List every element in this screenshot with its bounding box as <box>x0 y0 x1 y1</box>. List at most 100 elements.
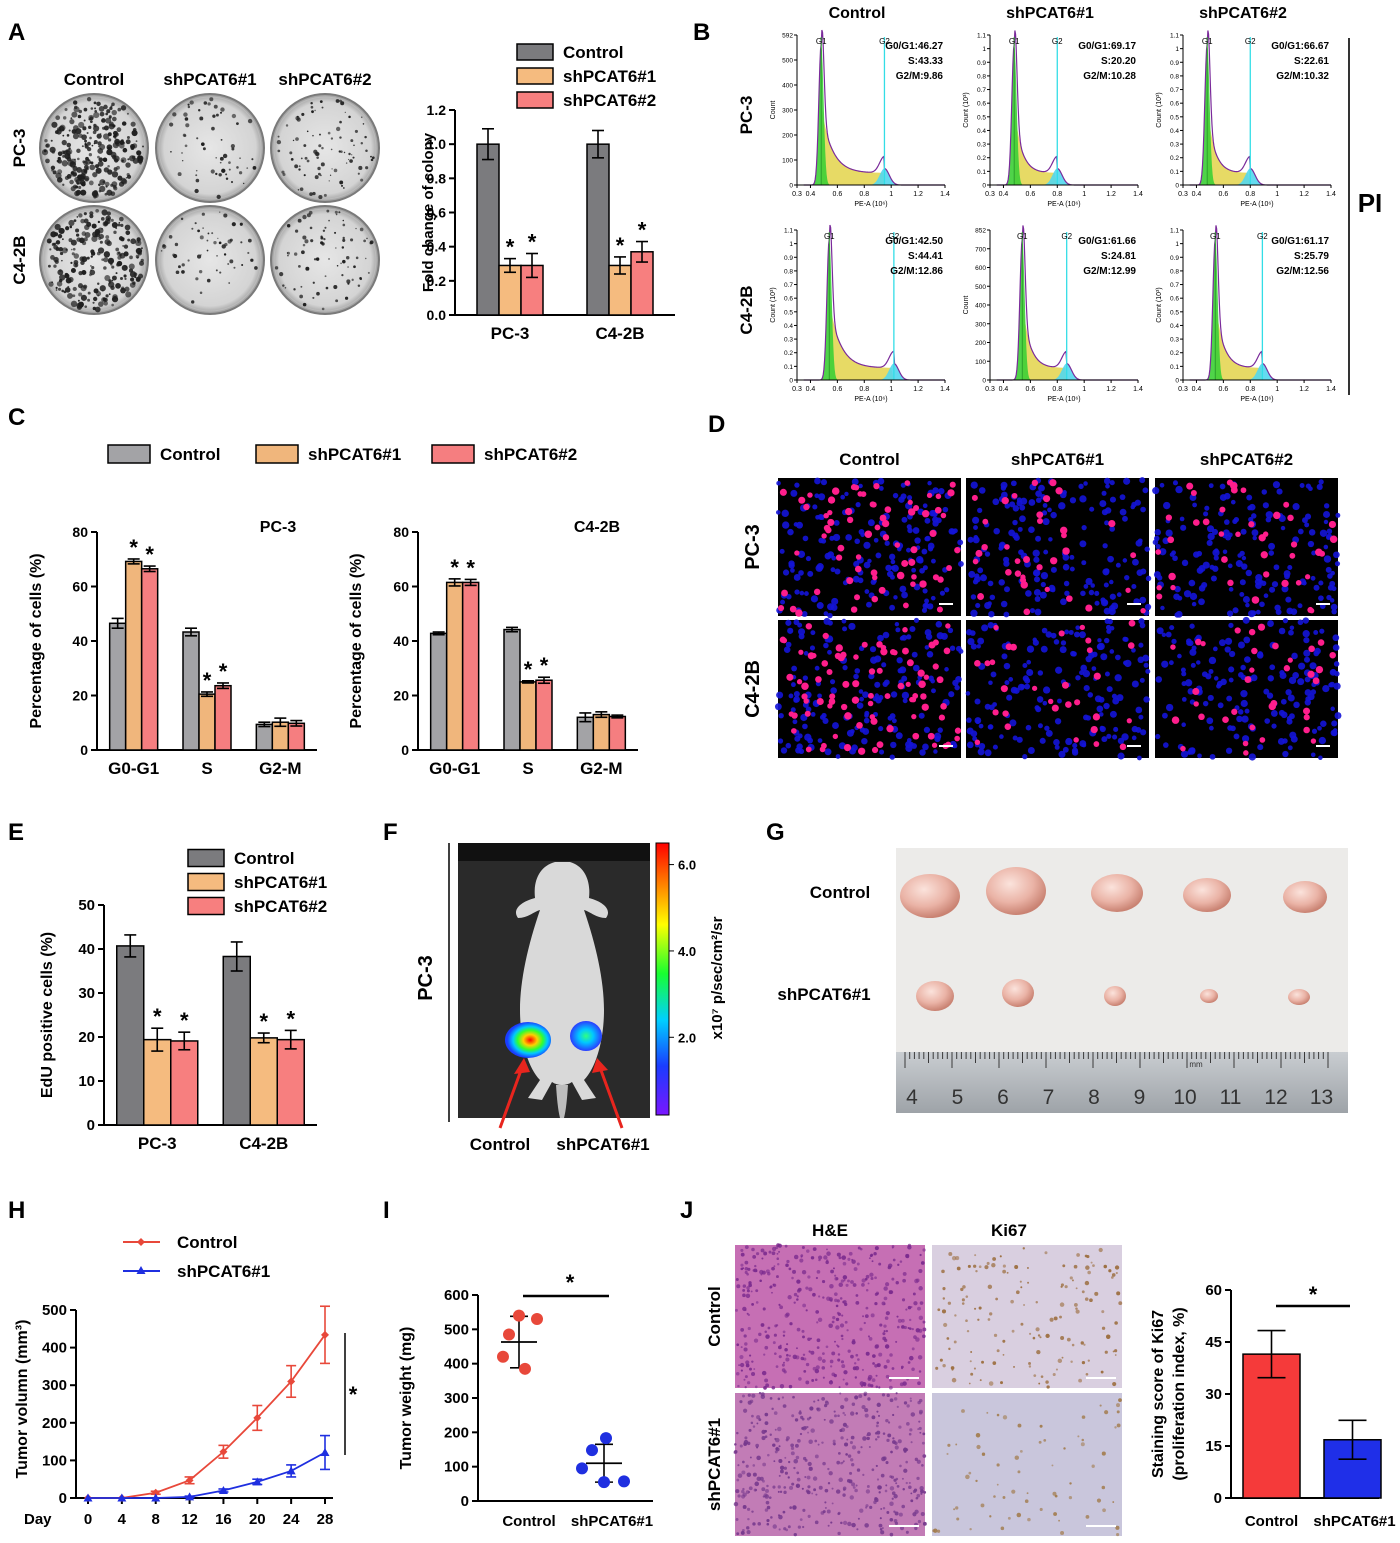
nucleus-blue <box>1022 754 1028 760</box>
nucleus-blue <box>925 535 931 542</box>
nucleus-blue <box>1160 605 1165 611</box>
y-tick-label: 0 <box>461 1493 469 1510</box>
cell-nucleus <box>980 1503 985 1508</box>
flow-y-tick-label: 100 <box>782 158 793 165</box>
nucleus-edu <box>871 595 879 603</box>
flow-y-axis-label: Count <box>770 101 777 120</box>
nucleus-blue <box>902 698 908 704</box>
cell-nucleus <box>871 1378 876 1383</box>
colony <box>68 147 71 150</box>
cell-nucleus <box>840 1436 844 1440</box>
nucleus-blue <box>864 713 869 718</box>
nucleus-blue <box>1329 598 1335 603</box>
nucleus-blue <box>1163 742 1169 748</box>
flow-y-tick-label: 0.2 <box>1170 350 1179 357</box>
cell-nucleus <box>881 1393 886 1397</box>
cell-nucleus <box>794 1418 799 1422</box>
ruler-number: 13 <box>1310 1086 1333 1109</box>
cell-nucleus <box>749 1354 752 1357</box>
colony <box>295 137 299 141</box>
nucleus-edu <box>827 509 833 516</box>
colony <box>81 269 87 275</box>
cell-nucleus <box>821 1366 826 1370</box>
nucleus-blue <box>793 697 799 703</box>
colony <box>355 227 357 230</box>
colony <box>105 117 112 124</box>
nucleus-blue <box>1241 555 1247 561</box>
nucleus-blue <box>1267 620 1274 627</box>
cell-nucleus <box>771 1266 775 1271</box>
nucleus-blue <box>1202 700 1209 707</box>
nucleus-blue <box>1282 750 1289 758</box>
colony <box>51 281 53 284</box>
nucleus-blue <box>1018 549 1024 556</box>
edu-column-header: shPCAT6#1 <box>1011 450 1104 469</box>
nucleus-edu <box>1167 536 1175 544</box>
flow-x-tick-label: 1.4 <box>1326 386 1336 393</box>
nucleus-blue <box>810 712 816 717</box>
colony <box>104 220 109 225</box>
nucleus-blue <box>812 504 818 510</box>
cell-nucleus <box>745 1363 750 1368</box>
flow-y-tick-label: 0 <box>1175 183 1179 190</box>
nucleus-blue <box>966 629 973 636</box>
nucleus-edu <box>827 496 836 504</box>
colony <box>68 219 75 227</box>
nucleus-blue <box>1036 696 1044 703</box>
colony-dish-image <box>155 205 265 315</box>
nucleus-blue <box>1250 674 1258 682</box>
cell-nucleus <box>748 1283 752 1288</box>
cell-nucleus <box>774 1428 777 1431</box>
colony <box>92 301 95 304</box>
nucleus-blue <box>1142 654 1150 662</box>
cell-nucleus <box>802 1508 806 1512</box>
nucleus-blue <box>988 610 995 618</box>
cell-nucleus <box>895 1281 899 1285</box>
colony <box>333 285 338 290</box>
cell-nucleus <box>1064 1285 1068 1289</box>
cell-nucleus <box>752 1254 757 1259</box>
nucleus-blue <box>879 749 885 755</box>
ruler-unit: mm <box>1189 1060 1203 1069</box>
cell-nucleus <box>884 1489 888 1493</box>
colony <box>303 174 306 177</box>
colony <box>219 211 221 213</box>
cell-nucleus <box>901 1318 905 1323</box>
nucleus-blue <box>1075 625 1081 631</box>
colony <box>130 146 135 151</box>
nucleus-blue <box>1097 638 1102 643</box>
colony <box>184 144 188 148</box>
cell-nucleus <box>914 1526 918 1531</box>
colony <box>300 285 303 288</box>
colony <box>299 294 304 299</box>
cell-nucleus <box>736 1343 740 1347</box>
nucleus-blue <box>913 617 920 623</box>
colony <box>115 282 121 289</box>
nucleus-blue <box>1246 494 1253 501</box>
nucleus-blue <box>858 483 863 489</box>
cell-nucleus <box>1114 1426 1117 1429</box>
colony <box>86 132 89 135</box>
bar <box>198 693 216 751</box>
colony <box>135 277 141 282</box>
cell-nucleus <box>887 1433 892 1438</box>
nucleus-blue <box>1271 723 1277 729</box>
data-point <box>117 1493 127 1502</box>
cell-nucleus <box>755 1289 759 1293</box>
cell-nucleus <box>764 1508 769 1512</box>
cell-nucleus <box>758 1332 762 1337</box>
flow-x-tick-label: 1.4 <box>1133 191 1143 198</box>
cell-nucleus <box>917 1519 922 1524</box>
cell-nucleus <box>874 1301 878 1306</box>
tumor-control <box>1091 874 1143 912</box>
flow-y-axis-label: Count (10³) <box>1156 92 1163 127</box>
nucleus-blue <box>1139 677 1145 683</box>
nucleus-blue <box>884 540 890 546</box>
nucleus-blue <box>1099 712 1104 717</box>
nucleus-blue <box>936 632 944 640</box>
nucleus-edu <box>971 494 978 501</box>
cell-nucleus <box>742 1394 745 1398</box>
nucleus-blue <box>1122 636 1128 642</box>
cell-nucleus <box>743 1378 746 1381</box>
y-tick-label: 100 <box>444 1459 469 1476</box>
